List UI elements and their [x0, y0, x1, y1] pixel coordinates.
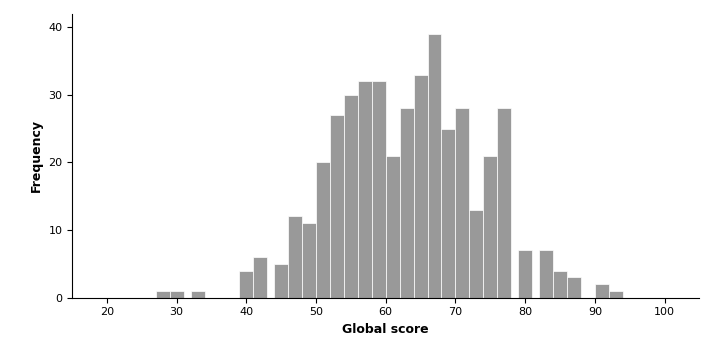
- Bar: [372, 81, 386, 298]
- Bar: [399, 108, 414, 298]
- Bar: [428, 34, 441, 298]
- Bar: [302, 223, 316, 298]
- Bar: [497, 108, 511, 298]
- Y-axis label: Frequency: Frequency: [30, 119, 43, 192]
- Bar: [169, 291, 184, 298]
- Bar: [274, 264, 288, 298]
- Bar: [239, 271, 253, 298]
- Bar: [358, 81, 372, 298]
- X-axis label: Global score: Global score: [342, 323, 429, 336]
- Bar: [609, 291, 623, 298]
- Bar: [288, 217, 302, 298]
- Bar: [518, 250, 532, 298]
- Bar: [190, 291, 205, 298]
- Bar: [344, 95, 358, 298]
- Bar: [553, 271, 567, 298]
- Bar: [456, 108, 469, 298]
- Bar: [567, 277, 581, 298]
- Bar: [330, 115, 344, 298]
- Bar: [483, 156, 497, 298]
- Bar: [386, 156, 399, 298]
- Bar: [156, 291, 169, 298]
- Bar: [539, 250, 553, 298]
- Bar: [469, 210, 483, 298]
- Bar: [441, 129, 456, 298]
- Bar: [316, 163, 330, 298]
- Bar: [595, 284, 609, 298]
- Bar: [253, 257, 267, 298]
- Bar: [414, 75, 428, 298]
